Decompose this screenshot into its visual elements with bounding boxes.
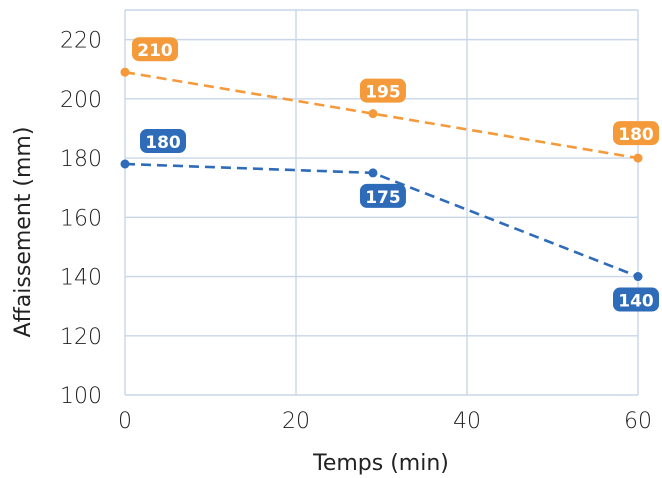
x-tick-label: 20 xyxy=(282,409,310,434)
grid xyxy=(124,9,639,396)
x-tick-label: 0 xyxy=(118,409,132,434)
data-point xyxy=(368,168,378,178)
y-tick-label: 160 xyxy=(60,206,102,231)
series-line xyxy=(124,162,639,278)
data-point xyxy=(120,67,130,77)
x-axis: 0 20 40 60 xyxy=(118,409,652,434)
data-label: 195 xyxy=(359,78,406,103)
data-labels: 210 195 180 180 175 140 xyxy=(132,37,659,312)
y-tick-label: 120 xyxy=(60,325,102,350)
data-label: 180 xyxy=(140,129,186,153)
data-label: 180 xyxy=(613,121,659,146)
x-tick-label: 40 xyxy=(453,409,481,434)
y-tick-label: 180 xyxy=(60,147,102,172)
y-tick-label: 200 xyxy=(60,88,102,113)
data-label-badge xyxy=(613,121,659,146)
y-tick-label: 140 xyxy=(60,266,102,291)
data-label-badge xyxy=(359,183,406,208)
data-point xyxy=(633,272,643,282)
data-label-badge xyxy=(140,129,186,153)
y-tick-label: 220 xyxy=(60,29,102,54)
data-point xyxy=(633,153,643,163)
data-point xyxy=(368,109,378,119)
data-label-badge xyxy=(132,37,178,62)
data-label-badge xyxy=(613,287,659,312)
data-label: 140 xyxy=(613,287,659,312)
data-label-badge xyxy=(359,78,406,103)
y-tick-label: 100 xyxy=(60,384,102,409)
x-axis-title: Temps (min) xyxy=(312,451,449,476)
data-point xyxy=(120,159,130,169)
x-tick-label: 60 xyxy=(624,409,652,434)
data-label: 210 xyxy=(132,37,178,62)
y-axis: 100 120 140 160 180 200 220 xyxy=(60,29,102,409)
data-label-text: 140 xyxy=(618,292,654,312)
data-label-text: 175 xyxy=(365,188,401,208)
data-label-text: 180 xyxy=(618,125,654,145)
series-layer xyxy=(120,67,643,282)
data-label: 175 xyxy=(359,183,406,208)
data-label-text: 195 xyxy=(365,83,401,103)
data-label-text: 180 xyxy=(145,133,181,153)
data-label-text: 210 xyxy=(137,41,173,61)
series-line xyxy=(124,70,639,160)
y-axis-title: Affaissement (mm) xyxy=(11,127,36,338)
